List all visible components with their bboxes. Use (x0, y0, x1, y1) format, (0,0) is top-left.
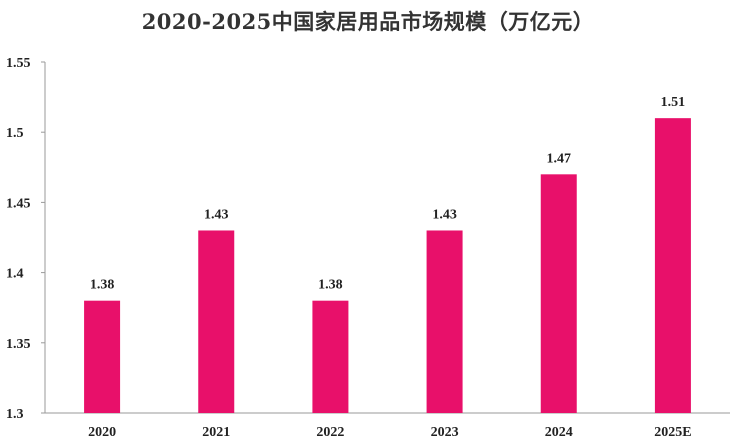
data-label: 1.38 (318, 278, 343, 293)
x-tick-label: 2022 (316, 425, 344, 440)
x-tick-label: 2021 (202, 425, 230, 440)
data-label: 1.47 (547, 151, 572, 166)
y-axis: 1.3 1.35 1.4 1.45 1.5 1.55 (6, 56, 46, 422)
bar-2020 (84, 300, 121, 413)
data-label: 1.43 (204, 207, 229, 222)
y-tick-label: 1.5 (6, 126, 24, 141)
y-tick-label: 1.55 (6, 56, 31, 71)
data-label: 1.51 (661, 95, 686, 110)
x-tick-label: 2020 (88, 425, 116, 440)
bar-2025E (654, 118, 691, 413)
bar-2021 (198, 230, 235, 413)
x-tick-label: 2025E (654, 425, 691, 440)
bar-2024 (540, 174, 577, 413)
bar-2022 (312, 300, 349, 413)
bar-2023 (426, 230, 463, 413)
y-tick-label: 1.4 (6, 267, 24, 282)
y-tick-label: 1.35 (6, 337, 31, 352)
data-label: 1.38 (90, 278, 115, 293)
bars (84, 118, 691, 413)
y-tick-label: 1.3 (6, 407, 24, 422)
y-tick-label: 1.45 (6, 196, 31, 211)
chart-title: 2020-2025中国家居用品市场规模（万亿元） (141, 9, 595, 34)
x-tick-label: 2024 (545, 425, 573, 440)
data-labels: 1.38 1.43 1.38 1.43 1.47 1.51 (90, 95, 685, 293)
data-label: 1.43 (432, 207, 457, 222)
x-axis: 2020 2021 2022 2023 2024 2025E (45, 412, 730, 440)
x-tick-label: 2023 (431, 425, 459, 440)
